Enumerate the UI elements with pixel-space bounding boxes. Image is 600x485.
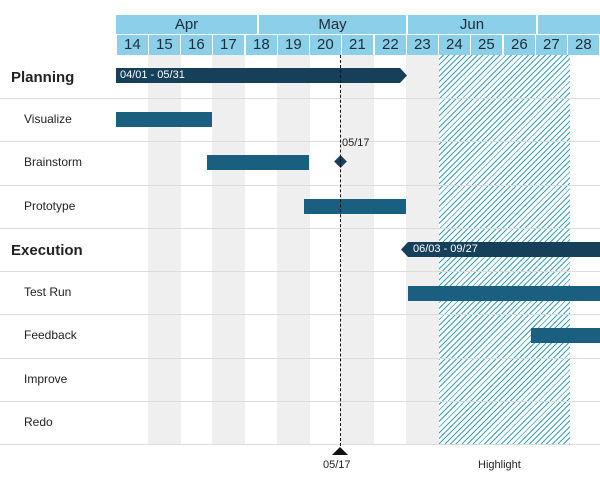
planning-phase-bar[interactable]: 04/01 - 05/31: [116, 68, 407, 83]
week-header: 19: [277, 35, 309, 55]
today-line: [340, 55, 341, 451]
week-header: 28: [567, 35, 599, 55]
milestone-label: 05/17: [342, 137, 370, 149]
week-header: 15: [148, 35, 180, 55]
task-label-visualize: Visualize: [24, 112, 72, 126]
task-label-test-run: Test Run: [24, 285, 72, 299]
task-bar-feedback[interactable]: [531, 328, 600, 343]
month-header-apr: Apr: [116, 15, 259, 34]
row-divider: [0, 98, 600, 99]
week-header: 14: [116, 35, 148, 55]
task-label-improve: Improve: [24, 372, 68, 386]
task-label-redo: Redo: [24, 415, 53, 429]
week-header: 21: [341, 35, 373, 55]
row-divider: [0, 314, 600, 315]
week-header: 20: [309, 35, 341, 55]
week-header: 18: [245, 35, 277, 55]
week-header: 27: [535, 35, 567, 55]
phase-label-planning: Planning: [11, 69, 75, 86]
task-label-feedback: Feedback: [24, 328, 77, 342]
week-shade: [277, 55, 310, 444]
phase-label-execution: Execution: [11, 242, 83, 259]
task-bar-prototype[interactable]: [304, 199, 406, 214]
week-header: 25: [470, 35, 502, 55]
task-label-brainstorm: Brainstorm: [24, 155, 83, 169]
row-divider: [0, 228, 600, 229]
task-bar-visualize[interactable]: [116, 112, 212, 127]
task-label-prototype: Prototype: [24, 199, 76, 213]
week-header: 26: [503, 35, 535, 55]
row-divider: [0, 271, 600, 272]
highlight-label: Highlight: [478, 459, 521, 471]
week-header: 17: [212, 35, 244, 55]
month-header-jun: Jun: [408, 15, 538, 34]
row-divider: [0, 401, 600, 402]
execution-phase-bar[interactable]: 06/03 - 09/27: [401, 242, 600, 257]
row-divider: [0, 444, 600, 445]
today-marker-icon[interactable]: [332, 447, 348, 455]
week-header: 22: [374, 35, 406, 55]
row-divider: [0, 358, 600, 359]
week-header: 24: [438, 35, 470, 55]
week-header: 23: [406, 35, 438, 55]
task-bar-brainstorm[interactable]: [207, 155, 309, 170]
today-label: 05/17: [323, 459, 351, 471]
week-header: 16: [180, 35, 212, 55]
row-divider: [0, 185, 600, 186]
row-divider: [0, 141, 600, 142]
task-bar-test-run[interactable]: [408, 286, 600, 301]
week-shade: [212, 55, 245, 444]
month-header-may: May: [259, 15, 408, 34]
month-header-next: [538, 15, 600, 34]
week-shade: [341, 55, 374, 444]
